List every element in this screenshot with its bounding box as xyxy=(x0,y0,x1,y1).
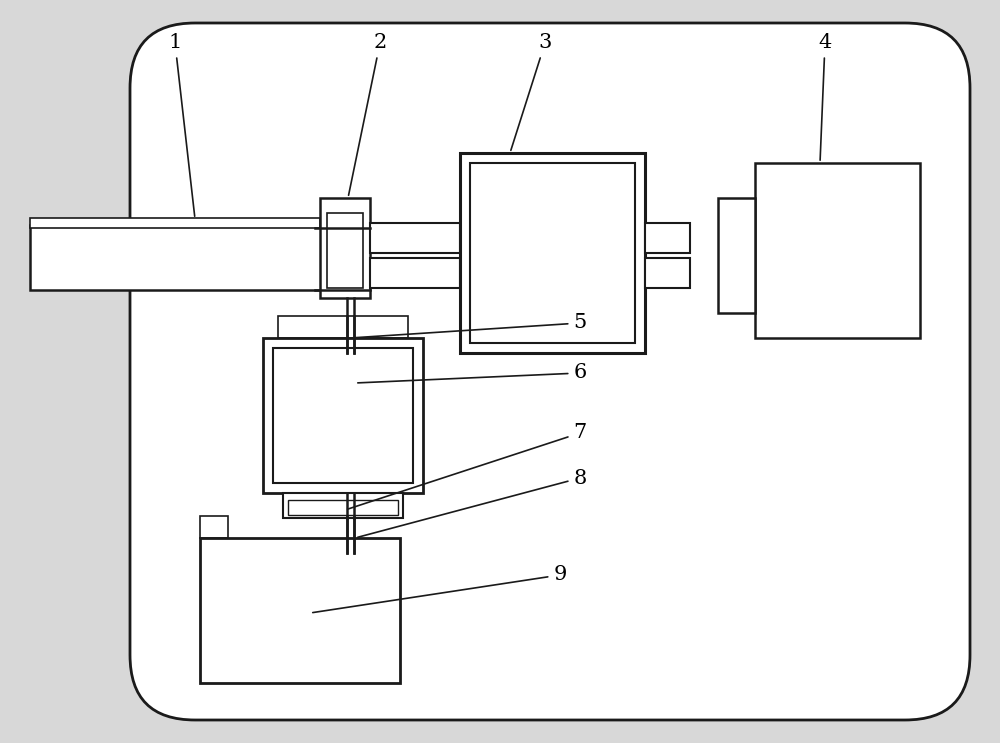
Bar xyxy=(278,316,408,338)
Bar xyxy=(755,163,920,338)
Bar xyxy=(370,223,460,253)
Bar xyxy=(460,153,645,353)
Bar xyxy=(645,258,690,288)
Bar xyxy=(273,348,413,483)
Bar xyxy=(645,223,690,253)
Bar xyxy=(470,163,635,343)
Text: 4: 4 xyxy=(818,33,832,160)
Bar xyxy=(283,493,403,518)
Bar xyxy=(370,258,460,288)
Text: 9: 9 xyxy=(313,565,567,612)
Text: 8: 8 xyxy=(358,469,587,537)
Text: 6: 6 xyxy=(358,363,587,383)
FancyBboxPatch shape xyxy=(130,23,970,720)
Text: 5: 5 xyxy=(353,314,587,338)
Text: 7: 7 xyxy=(348,424,587,509)
Text: 1: 1 xyxy=(168,33,195,216)
Bar xyxy=(30,218,320,228)
Bar xyxy=(327,213,363,288)
Bar xyxy=(320,198,370,298)
Text: 2: 2 xyxy=(349,33,387,195)
Bar xyxy=(718,198,755,313)
Text: 3: 3 xyxy=(511,33,552,150)
Bar xyxy=(30,225,325,290)
Bar xyxy=(263,338,423,493)
Bar xyxy=(288,500,398,515)
Bar xyxy=(200,516,228,538)
Bar xyxy=(200,538,400,683)
